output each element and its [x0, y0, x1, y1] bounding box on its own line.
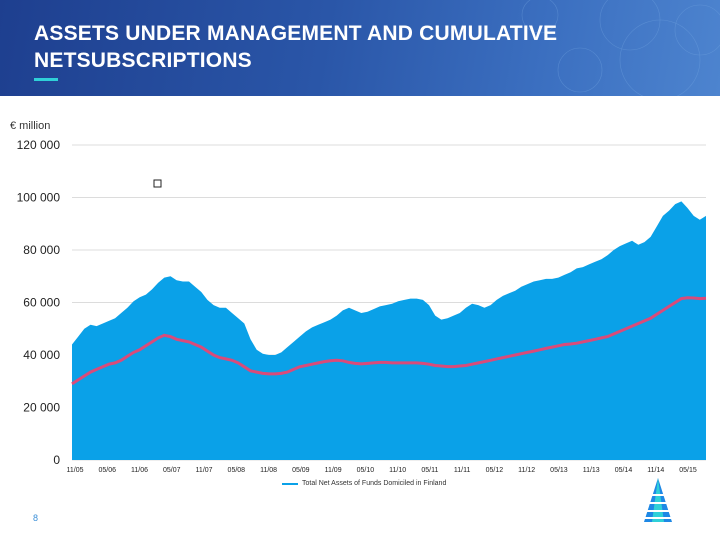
x-tick-label: 05/06 — [98, 467, 116, 474]
legend-swatch-area — [282, 482, 298, 485]
chart-legend: Total Net Assets of Funds Domiciled in F… — [282, 480, 446, 487]
x-tick-label: 11/07 — [196, 467, 213, 474]
x-tick-label: 11/08 — [260, 467, 277, 474]
title-accent-rule — [34, 78, 58, 81]
logo-mark — [644, 478, 672, 522]
cumulative-net-subscriptions-line — [71, 296, 707, 386]
y-axis-unit-label: € million — [10, 120, 51, 132]
x-tick-label: 05/14 — [615, 467, 633, 474]
y-tick-label: 80 000 — [23, 243, 60, 257]
x-tick-label: 05/12 — [486, 467, 504, 474]
x-tick-label: 05/15 — [679, 467, 697, 474]
x-tick-label: 11/13 — [583, 467, 600, 474]
total-net-assets-area — [72, 201, 706, 460]
x-tick-label: 05/08 — [228, 467, 246, 474]
header-banner: ASSETS UNDER MANAGEMENT AND CUMULATIVE N… — [0, 0, 720, 96]
y-tick-label: 120 000 — [17, 138, 61, 152]
x-tick-label: 05/13 — [550, 467, 568, 474]
x-tick-label: 05/07 — [163, 467, 181, 474]
x-tick-label: 11/06 — [131, 467, 148, 474]
header-pattern-decoration — [521, 0, 720, 96]
x-tick-label: 05/11 — [421, 467, 438, 474]
x-tick-label: 11/14 — [647, 467, 664, 474]
y-tick-label: 60 000 — [23, 296, 60, 310]
y-tick-label: 20 000 — [23, 401, 60, 415]
y-tick-label: 0 — [53, 453, 60, 467]
y-tick-label: 40 000 — [23, 348, 60, 362]
x-tick-label: 05/10 — [357, 467, 375, 474]
x-tick-label: 11/11 — [454, 467, 471, 474]
page-title: ASSETS UNDER MANAGEMENT AND CUMULATIVE N… — [34, 22, 558, 72]
x-tick-label: 11/05 — [67, 467, 84, 474]
page-number: 8 — [33, 513, 39, 523]
x-tick-label: 11/10 — [389, 467, 406, 474]
y-tick-label: 100 000 — [17, 191, 61, 205]
x-tick-label: 11/09 — [325, 467, 342, 474]
legend-label: Total Net Assets of Funds Domiciled in F… — [302, 480, 447, 487]
x-tick-label: 11/12 — [518, 467, 535, 474]
marker-square — [153, 179, 162, 188]
x-tick-label: 05/09 — [292, 467, 310, 474]
